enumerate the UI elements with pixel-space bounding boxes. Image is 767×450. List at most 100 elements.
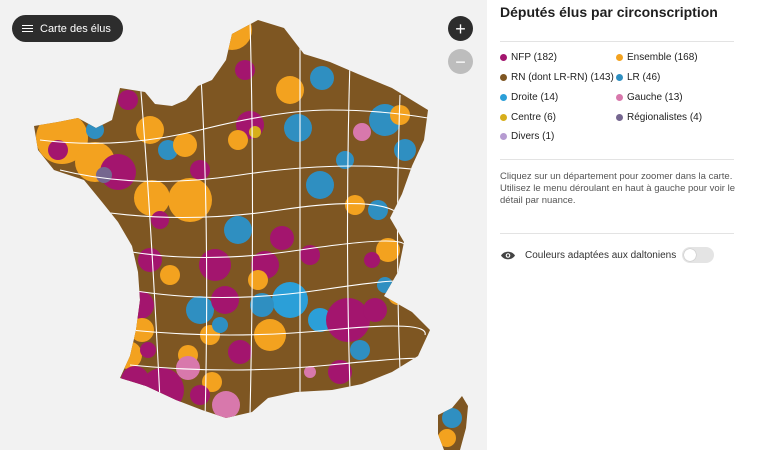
- map-menu-button[interactable]: Carte des élus: [12, 15, 123, 42]
- toggle-knob: [684, 249, 697, 261]
- map-panel[interactable]: Carte des élus + −: [0, 0, 487, 450]
- help-line: Utilisez le menu déroulant en haut à gau…: [500, 183, 736, 206]
- legend-item-ensemble: Ensemble (168): [616, 52, 698, 63]
- legend-label: Ensemble (168): [627, 52, 698, 63]
- constituency-region[interactable]: [186, 296, 214, 324]
- constituency-region[interactable]: [300, 245, 320, 265]
- legend-swatch: [500, 94, 507, 101]
- colorblind-toggle-row: Couleurs adaptées aux daltoniens: [500, 247, 715, 263]
- constituency-region[interactable]: [190, 160, 210, 180]
- constituency-region[interactable]: [96, 167, 112, 183]
- help-text: Cliquez sur un département pour zoomer d…: [500, 171, 738, 207]
- constituency-region[interactable]: [310, 66, 334, 90]
- legend-panel: Députés élus par circonscription NFP (18…: [487, 0, 767, 450]
- constituency-region[interactable]: [249, 126, 261, 138]
- constituency-region[interactable]: [212, 10, 252, 50]
- legend-swatch: [616, 74, 623, 81]
- constituency-region[interactable]: [140, 342, 156, 358]
- legend-label: Gauche (13): [627, 92, 683, 103]
- constituency-region[interactable]: [377, 277, 393, 293]
- legend-label: NFP (182): [511, 52, 557, 63]
- constituency-region[interactable]: [353, 123, 371, 141]
- constituency-region[interactable]: [190, 385, 210, 405]
- constituency-region[interactable]: [270, 226, 294, 250]
- legend-label: RN (dont LR-RN) (143): [511, 72, 614, 83]
- minus-icon: −: [455, 51, 466, 72]
- constituency-region[interactable]: [304, 366, 316, 378]
- legend-item-divers: Divers (1): [500, 131, 554, 142]
- constituency-region[interactable]: [212, 317, 228, 333]
- legend-item-lr: LR (46): [616, 72, 660, 83]
- legend-swatch: [616, 94, 623, 101]
- constituency-region[interactable]: [114, 341, 142, 369]
- constituency-region[interactable]: [118, 90, 138, 110]
- constituency-border: [346, 59, 351, 391]
- constituency-region[interactable]: [151, 211, 169, 229]
- constituency-border: [39, 109, 429, 144]
- constituency-region[interactable]: [364, 252, 380, 268]
- constituency-region[interactable]: [202, 372, 222, 392]
- constituency-region[interactable]: [368, 200, 388, 220]
- constituency-region[interactable]: [336, 151, 354, 169]
- constituency-region[interactable]: [212, 391, 240, 419]
- constituency-border: [59, 165, 421, 182]
- hamburger-icon: [22, 24, 33, 33]
- constituency-region[interactable]: [134, 180, 170, 216]
- eye-icon: [501, 251, 515, 259]
- constituency-region[interactable]: [235, 60, 255, 80]
- constituency-border: [89, 203, 401, 219]
- colorblind-toggle[interactable]: [682, 247, 715, 263]
- legend-label: Divers (1): [511, 131, 555, 142]
- divider: [500, 159, 734, 160]
- constituency-region[interactable]: [160, 265, 180, 285]
- legend-swatch: [616, 54, 623, 61]
- constituency-region[interactable]: [390, 105, 410, 125]
- constituency-region[interactable]: [376, 238, 400, 262]
- zoom-in-button[interactable]: +: [448, 16, 473, 41]
- constituency-region[interactable]: [345, 195, 365, 215]
- constituency-region[interactable]: [199, 249, 231, 281]
- legend-item-regionalistes: Régionalistes (4): [616, 112, 702, 123]
- legend-label: Droite (14): [511, 92, 559, 103]
- constituency-region[interactable]: [248, 270, 268, 290]
- constituency-region[interactable]: [363, 298, 387, 322]
- constituency-region[interactable]: [211, 286, 239, 314]
- constituency-region[interactable]: [138, 248, 162, 272]
- constituency-border: [249, 20, 254, 416]
- constituency-region[interactable]: [130, 318, 154, 342]
- constituency-region[interactable]: [394, 139, 416, 161]
- constituency-border: [129, 357, 422, 371]
- legend-swatch: [500, 114, 507, 121]
- constituency-region[interactable]: [228, 130, 248, 150]
- constituency-border: [129, 325, 426, 336]
- constituency-region[interactable]: [86, 121, 104, 139]
- constituency-region[interactable]: [121, 366, 149, 394]
- legend-label: Centre (6): [511, 112, 557, 123]
- constituency-region[interactable]: [250, 293, 274, 317]
- legend-item-droite: Droite (14): [500, 92, 558, 103]
- constituency-region[interactable]: [254, 319, 286, 351]
- constituency-border: [119, 240, 406, 259]
- zoom-out-button[interactable]: −: [448, 49, 473, 74]
- constituency-region[interactable]: [126, 291, 154, 319]
- constituency-region[interactable]: [228, 340, 252, 364]
- constituency-region[interactable]: [308, 308, 332, 332]
- constituency-region[interactable]: [328, 360, 352, 384]
- constituency-region[interactable]: [168, 178, 212, 222]
- constituency-region[interactable]: [306, 171, 334, 199]
- constituency-region[interactable]: [272, 282, 308, 318]
- legend-item-nfp: NFP (182): [500, 52, 557, 63]
- france-map[interactable]: [0, 0, 487, 450]
- constituency-region[interactable]: [173, 133, 197, 157]
- legend-swatch: [616, 114, 623, 121]
- constituency-border: [396, 94, 401, 371]
- constituency-region[interactable]: [224, 216, 252, 244]
- constituency-region[interactable]: [438, 429, 456, 447]
- constituency-region[interactable]: [176, 356, 200, 380]
- constituency-region[interactable]: [350, 340, 370, 360]
- constituency-region[interactable]: [276, 76, 304, 104]
- constituency-region[interactable]: [388, 285, 408, 305]
- constituency-region[interactable]: [48, 140, 68, 160]
- constituency-region[interactable]: [442, 408, 462, 428]
- constituency-region[interactable]: [284, 114, 312, 142]
